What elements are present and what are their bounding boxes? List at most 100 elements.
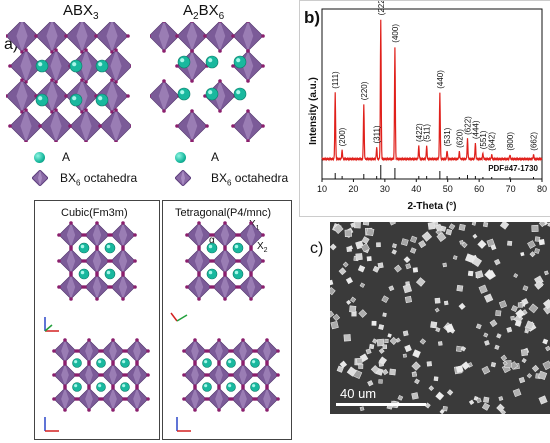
crystal-particle xyxy=(361,236,370,245)
a-site-highlight xyxy=(72,96,77,101)
a-site-highlight xyxy=(252,384,256,388)
octahedron-face xyxy=(239,340,247,362)
a-site-atom xyxy=(72,358,82,368)
x-site-atom xyxy=(261,285,265,289)
a-site-atom xyxy=(205,87,219,101)
a-site-atom xyxy=(120,358,130,368)
x-site-atom xyxy=(100,349,104,353)
sem-image: 40 um xyxy=(330,222,550,414)
crystal-particle xyxy=(435,327,441,333)
a2bx6-structure xyxy=(150,22,265,142)
crystal-particle xyxy=(412,267,419,273)
crystal-particle xyxy=(452,255,458,260)
crystal-particle xyxy=(471,256,483,268)
a-site-highlight xyxy=(208,58,213,63)
crystal-particle xyxy=(367,380,374,387)
crystal-particle xyxy=(402,330,409,337)
crystal-particle xyxy=(348,245,353,251)
crystal-particle xyxy=(538,395,548,405)
octahedron-face xyxy=(158,81,170,111)
octahedron-face xyxy=(80,50,92,82)
crystal-particle xyxy=(330,320,339,330)
x-site-atom xyxy=(130,64,131,68)
x-site-atom xyxy=(84,140,88,142)
a-site-highlight xyxy=(80,244,85,249)
crystal-particle xyxy=(350,222,356,228)
x-tick-label: 30 xyxy=(380,184,390,194)
x-site-atom xyxy=(54,140,58,142)
a-site-highlight xyxy=(98,360,102,364)
crystal-particle xyxy=(402,283,413,294)
x-site-atom xyxy=(230,373,234,377)
x-site-atom xyxy=(218,49,222,53)
a-site-highlight xyxy=(38,62,43,67)
x-site-atom xyxy=(246,79,250,83)
crystal-particle xyxy=(483,332,489,338)
crystal-particle xyxy=(531,224,539,233)
crystal-particle xyxy=(448,223,456,230)
crystal-particle xyxy=(339,360,348,369)
x-site-atom xyxy=(8,64,12,68)
octahedron-face xyxy=(186,22,198,51)
x-site-atom xyxy=(249,273,253,277)
crystal-particle xyxy=(414,378,420,385)
x-site-atom xyxy=(217,338,221,342)
crystal-particle xyxy=(483,293,494,303)
octahedron-face xyxy=(214,22,226,51)
a-site-highlight xyxy=(74,384,78,388)
crystal-particle xyxy=(482,222,489,228)
reference-label: PDF#47-1730 xyxy=(488,164,538,173)
cubic-label: Cubic(Fm3m) xyxy=(61,207,128,219)
axis-triad-icon xyxy=(44,317,59,432)
crystal-particle xyxy=(421,231,433,242)
x-site-atom xyxy=(230,397,234,401)
x-site-atom xyxy=(193,362,197,366)
x-site-atom xyxy=(54,108,58,112)
crystal-particle xyxy=(433,222,439,227)
x-site-atom xyxy=(38,124,42,128)
a-site-atom xyxy=(120,382,130,392)
crystal-particle xyxy=(467,270,474,277)
a-site-highlight xyxy=(208,270,213,275)
crystal-particle xyxy=(478,284,488,294)
x-site-atom xyxy=(182,397,186,401)
x-site-atom xyxy=(190,49,194,53)
x-site-atom xyxy=(175,124,179,128)
tetragonal-projection xyxy=(170,221,280,432)
peak-label: (220) xyxy=(360,81,369,100)
x-site-atom xyxy=(185,233,189,237)
crystal-particle xyxy=(542,360,550,371)
crystal-particle xyxy=(382,368,389,376)
x-tick-label: 10 xyxy=(317,184,327,194)
legend-bx6: BX6 octahedra xyxy=(32,170,162,188)
a-site-atom xyxy=(78,242,90,254)
x-site-atom xyxy=(69,297,73,301)
x-site-atom xyxy=(193,408,197,412)
x-site-atom xyxy=(254,349,258,353)
a-site-highlight xyxy=(252,360,256,364)
x-site-atom xyxy=(197,221,201,225)
octahedron-face xyxy=(186,111,198,141)
crystal-particle xyxy=(411,392,419,400)
crystal-particle xyxy=(456,284,464,292)
crystal-particle xyxy=(388,285,395,292)
crystal-particle xyxy=(403,256,411,264)
tetragonal-label: Tetragonal(P4/mnc) xyxy=(175,207,271,219)
peak-label: (422) xyxy=(415,123,424,142)
crystal-particle xyxy=(404,295,413,304)
crystal-particle xyxy=(371,320,377,326)
a-site-atom xyxy=(250,358,260,368)
crystal-particle xyxy=(527,240,536,249)
peak-label: (551) xyxy=(479,130,488,149)
x-site-atom xyxy=(135,386,139,390)
x-site-atom xyxy=(197,247,201,251)
crystal-particle xyxy=(389,336,398,345)
x-site-atom xyxy=(6,34,8,38)
crystal-particle xyxy=(381,295,389,303)
x-site-atom xyxy=(76,397,80,401)
peak-label: (622) xyxy=(464,116,473,135)
crystal-particle xyxy=(455,365,464,374)
crystal-particle xyxy=(444,323,455,334)
x-site-atom xyxy=(261,34,265,38)
crystal-particle xyxy=(389,368,396,376)
